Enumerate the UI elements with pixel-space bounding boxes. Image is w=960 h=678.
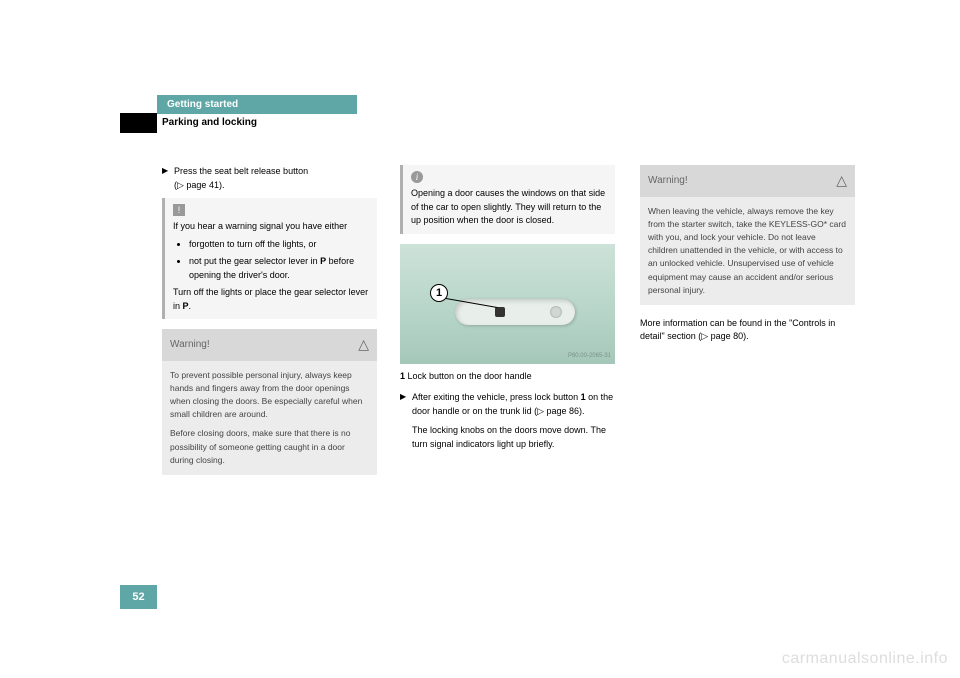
door-handle-figure: 1 P80.00-2065-31 <box>400 244 615 364</box>
note-box: ! If you hear a warning signal you have … <box>162 198 377 319</box>
page-number: 52 <box>120 585 157 609</box>
list-item: not put the gear selector lever in P bef… <box>189 255 369 282</box>
warning-title: Warning! <box>170 337 210 353</box>
text: not put the gear selector lever in <box>189 256 320 266</box>
text: After exiting the vehicle, press lock bu… <box>412 392 581 402</box>
text: Turn off the lights or place the gear se… <box>173 287 368 311</box>
warning-triangle-icon: △ <box>836 170 847 192</box>
info-text: Opening a door causes the windows on tha… <box>411 187 607 228</box>
step-item: ▶ Press the seat belt release button (▷ … <box>162 165 377 192</box>
section-title: Parking and locking <box>162 117 257 128</box>
warning-box: Warning! △ To prevent possible personal … <box>162 329 377 475</box>
warning-body: When leaving the vehicle, always remove … <box>640 197 855 305</box>
page-ref: (▷ page 41). <box>174 180 224 190</box>
warning-header: Warning! △ <box>162 329 377 361</box>
triangle-bullet-icon: ▶ <box>400 391 412 418</box>
text: Press the seat belt release button <box>174 166 308 176</box>
chapter-tab: Getting started <box>157 95 357 114</box>
callout-number: 1 <box>430 284 448 302</box>
warning-header: Warning! △ <box>640 165 855 197</box>
step-item: ▶ After exiting the vehicle, press lock … <box>400 391 615 418</box>
column-3: Warning! △ When leaving the vehicle, alw… <box>640 165 855 344</box>
warning-title: Warning! <box>648 173 688 189</box>
note-intro: If you hear a warning signal you have ei… <box>173 220 369 234</box>
warning-box: Warning! △ When leaving the vehicle, alw… <box>640 165 855 305</box>
warning-triangle-icon: △ <box>358 334 369 356</box>
warning-text: Before closing doors, make sure that the… <box>170 427 369 467</box>
step-text: After exiting the vehicle, press lock bu… <box>412 391 615 418</box>
exclamation-icon: ! <box>173 204 185 216</box>
figure-caption: 1 Lock button on the door handle <box>400 370 615 384</box>
list-item: forgotten to turn off the lights, or <box>189 238 369 252</box>
section-marker <box>120 113 157 133</box>
keyhole-shape <box>550 306 562 318</box>
step-text: Press the seat belt release button (▷ pa… <box>174 165 377 192</box>
info-icon: i <box>411 171 423 183</box>
step-result: The locking knobs on the doors move down… <box>412 424 615 451</box>
caption-text: Lock button on the door handle <box>405 371 532 381</box>
column-1: ▶ Press the seat belt release button (▷ … <box>162 165 377 475</box>
note-list: forgotten to turn off the lights, or not… <box>173 238 369 283</box>
more-info-text: More information can be found in the "Co… <box>640 317 855 344</box>
warning-text: When leaving the vehicle, always remove … <box>648 205 847 297</box>
note-outro: Turn off the lights or place the gear se… <box>173 286 369 313</box>
triangle-bullet-icon: ▶ <box>162 165 174 192</box>
warning-body: To prevent possible personal injury, alw… <box>162 361 377 475</box>
info-box: i Opening a door causes the windows on t… <box>400 165 615 234</box>
text: . <box>189 301 192 311</box>
warning-text: To prevent possible personal injury, alw… <box>170 369 369 422</box>
watermark: carmanualsonline.info <box>782 650 948 668</box>
figure-id: P80.00-2065-31 <box>568 352 611 361</box>
column-2: i Opening a door causes the windows on t… <box>400 165 615 451</box>
